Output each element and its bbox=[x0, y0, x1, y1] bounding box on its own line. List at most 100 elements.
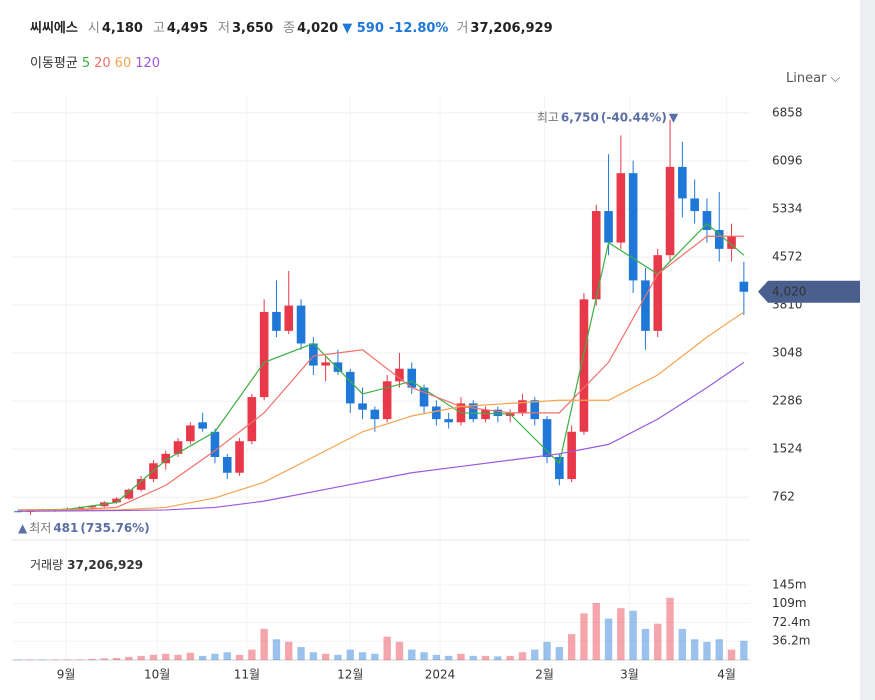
volume-bar bbox=[469, 655, 477, 660]
candle-body bbox=[432, 406, 441, 420]
ma-legend-item: 5 bbox=[81, 56, 91, 71]
candle-body bbox=[727, 236, 736, 249]
candle-body bbox=[210, 431, 220, 457]
candle-body bbox=[370, 409, 380, 420]
candle-body bbox=[124, 489, 134, 499]
volume-bar bbox=[592, 602, 600, 660]
volume-bar bbox=[481, 655, 490, 660]
quote-label: 종 bbox=[283, 21, 296, 36]
x-tick-label: 2월 bbox=[535, 668, 554, 682]
change-pct: -12.80% bbox=[388, 21, 449, 36]
candle-body bbox=[567, 431, 576, 480]
ma-line bbox=[18, 361, 745, 512]
volume-bar bbox=[715, 639, 723, 660]
volume-bar bbox=[63, 659, 72, 660]
volume-bar bbox=[125, 656, 133, 660]
candle-body bbox=[739, 281, 749, 292]
volume-bar bbox=[272, 639, 281, 660]
x-tick-label: 9월 bbox=[57, 668, 76, 682]
volume-bar bbox=[371, 653, 379, 660]
candle-body bbox=[333, 362, 343, 372]
candle-body bbox=[481, 409, 490, 420]
volume-bar bbox=[75, 659, 84, 660]
candle-body bbox=[468, 403, 478, 420]
price-note: ▲ 최저 481 (735.76%) bbox=[18, 520, 150, 534]
note-part: (-40.44%) bbox=[601, 110, 667, 124]
volume-bar bbox=[531, 649, 539, 660]
volume-bar bbox=[358, 652, 367, 660]
note-part: (735.76%) bbox=[80, 520, 149, 534]
candle-body bbox=[382, 381, 392, 420]
ma-legend-item: 20 bbox=[94, 56, 111, 71]
change: ▼ 590 bbox=[342, 21, 384, 36]
y-tick-label: 2286 bbox=[772, 394, 803, 408]
candle-body bbox=[345, 371, 355, 404]
candle-body bbox=[702, 211, 712, 230]
candle-body bbox=[284, 305, 294, 331]
y-tick-label: 3048 bbox=[772, 346, 803, 360]
y-tick-label: 1524 bbox=[772, 442, 803, 456]
candle-body bbox=[358, 403, 367, 410]
volume-bar bbox=[112, 657, 121, 660]
price-tag: 4,020 bbox=[772, 284, 806, 298]
volume-label: 거래량 bbox=[30, 558, 63, 572]
y-tick-label: 36.2m bbox=[772, 634, 810, 648]
volume-value: 37,206,929 bbox=[67, 558, 143, 572]
ma-line bbox=[18, 222, 745, 511]
quote-label: 시 bbox=[87, 21, 100, 36]
volume-bar bbox=[457, 653, 465, 660]
volume-bar bbox=[641, 628, 650, 660]
volume-bar bbox=[26, 659, 35, 660]
volume-bar bbox=[88, 658, 96, 660]
candle-body bbox=[714, 229, 724, 249]
quote-label: 저 bbox=[218, 21, 230, 36]
candle-body bbox=[518, 400, 527, 413]
candle-body bbox=[247, 397, 257, 442]
y-tick-label: 762 bbox=[772, 490, 795, 504]
volume-bar bbox=[297, 647, 305, 660]
volume-bar bbox=[137, 655, 145, 660]
candle-body bbox=[173, 441, 183, 454]
scale-button[interactable]: Linear ⌵ bbox=[786, 71, 841, 86]
volume-bar bbox=[383, 636, 391, 660]
candle-body bbox=[321, 362, 330, 366]
candle-body bbox=[542, 419, 552, 457]
candle-body bbox=[653, 255, 663, 331]
quote-value: 4,020 bbox=[297, 21, 339, 36]
y-tick-label: 6096 bbox=[772, 153, 803, 167]
candle-body bbox=[222, 456, 232, 473]
note-part: ▼ bbox=[669, 110, 679, 124]
volume-bar bbox=[678, 628, 687, 660]
volume-bar bbox=[703, 641, 711, 660]
volume-bar bbox=[617, 608, 625, 660]
y-tick-label: 4572 bbox=[772, 249, 803, 263]
volume-bar bbox=[518, 652, 527, 660]
x-tick-label: 3월 bbox=[620, 668, 639, 682]
y-tick-label: 72.4m bbox=[772, 615, 810, 629]
volume-bar bbox=[198, 655, 207, 660]
volume-bar bbox=[395, 641, 404, 660]
quote-value: 4,495 bbox=[166, 21, 209, 36]
quote-value: 37,206,929 bbox=[470, 21, 553, 36]
quote-header: 씨씨에스 시 4,180 고 4,495 저 3,650 종 4,020 ▼ 590 -12.80%… bbox=[30, 17, 553, 36]
price-tag-bg bbox=[758, 280, 860, 303]
candle-body bbox=[665, 166, 675, 256]
candle-body bbox=[579, 299, 589, 432]
ma-line bbox=[18, 235, 744, 511]
candle-body bbox=[444, 419, 453, 423]
x-tick-label: 11월 bbox=[234, 668, 260, 682]
candle-body bbox=[272, 311, 281, 331]
volume-bar bbox=[555, 647, 564, 660]
candle-body bbox=[235, 441, 244, 473]
y-tick-label: 6858 bbox=[772, 105, 803, 119]
volume-title: 거래량 37,206,929 bbox=[30, 558, 143, 572]
volume-bar bbox=[506, 655, 514, 660]
candle-body bbox=[259, 311, 269, 398]
candle-body bbox=[186, 425, 195, 442]
candle-body bbox=[136, 479, 146, 490]
volume-bar bbox=[285, 641, 293, 660]
volume-bar bbox=[420, 652, 428, 660]
volume-bar bbox=[494, 656, 502, 660]
